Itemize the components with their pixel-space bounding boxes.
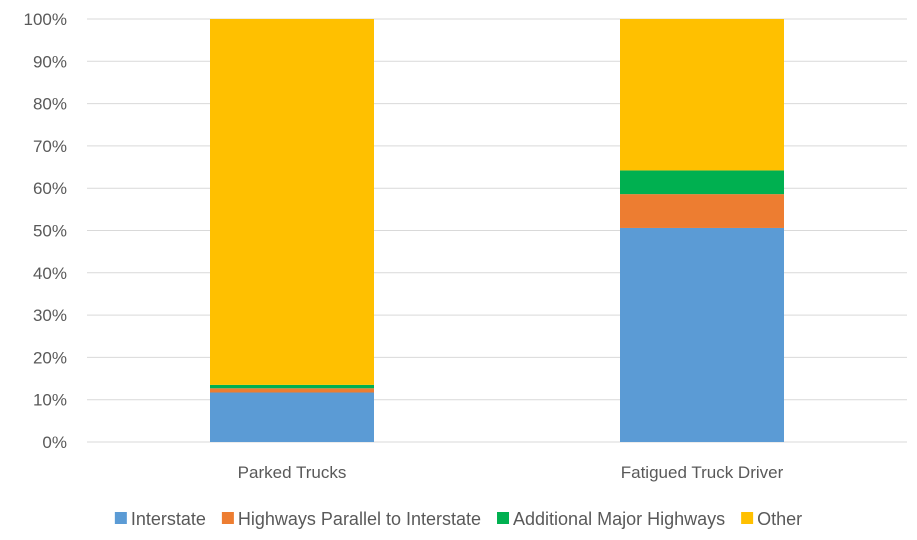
y-tick-label: 40% bbox=[33, 264, 67, 283]
bar-segment bbox=[210, 388, 374, 393]
legend-label: Additional Major Highways bbox=[513, 509, 725, 529]
bar-segment bbox=[620, 194, 784, 228]
legend-label: Interstate bbox=[131, 509, 206, 529]
y-tick-label: 60% bbox=[33, 179, 67, 198]
bar-segment bbox=[210, 19, 374, 385]
y-axis: 0% 10% 20% 30% 40% 50% 60% 70% 80% 90% 100% bbox=[24, 10, 67, 452]
legend: Interstate Highways Parallel to Interstat… bbox=[114, 509, 802, 529]
legend-swatch bbox=[221, 512, 234, 524]
legend-item: Other bbox=[741, 509, 802, 529]
legend-item: Interstate bbox=[114, 509, 206, 529]
legend-item: Highways Parallel to Interstate bbox=[221, 509, 481, 529]
bars bbox=[210, 19, 784, 442]
legend-swatch bbox=[741, 512, 754, 524]
bar-segment bbox=[210, 392, 374, 442]
bar-segment bbox=[620, 170, 784, 195]
y-tick-label: 100% bbox=[24, 10, 67, 29]
bar-segment bbox=[620, 227, 784, 442]
y-tick-label: 30% bbox=[33, 306, 67, 325]
x-category-label: Fatigued Truck Driver bbox=[621, 463, 784, 482]
legend-label: Highways Parallel to Interstate bbox=[238, 509, 481, 529]
legend-label: Other bbox=[757, 509, 802, 529]
y-tick-label: 80% bbox=[33, 95, 67, 114]
y-tick-label: 70% bbox=[33, 137, 67, 156]
bar-segment bbox=[210, 384, 374, 389]
y-tick-label: 0% bbox=[42, 433, 67, 452]
x-category-label: Parked Trucks bbox=[238, 463, 347, 482]
legend-item: Additional Major Highways bbox=[497, 509, 725, 529]
bar-segment bbox=[620, 19, 784, 171]
x-axis: Parked Trucks Fatigued Truck Driver bbox=[238, 463, 784, 482]
legend-swatch bbox=[114, 512, 127, 524]
y-tick-label: 10% bbox=[33, 391, 67, 410]
legend-swatch bbox=[497, 512, 510, 524]
y-tick-label: 50% bbox=[33, 222, 67, 241]
y-tick-label: 20% bbox=[33, 348, 67, 367]
y-tick-label: 90% bbox=[33, 52, 67, 71]
